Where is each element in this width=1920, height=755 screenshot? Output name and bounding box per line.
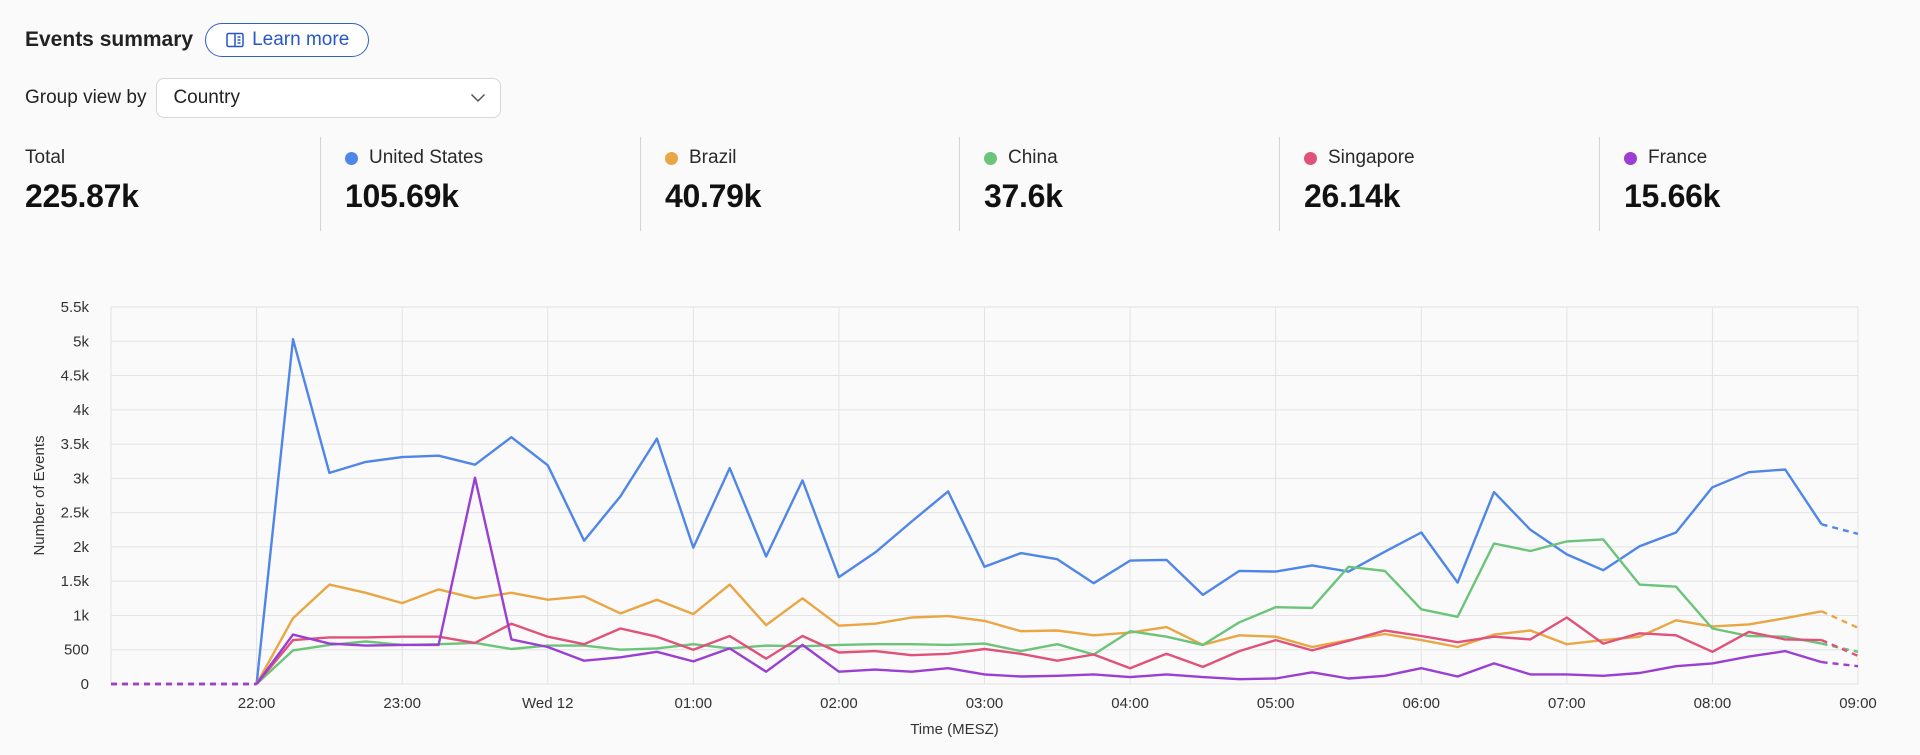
- series-line-brazil: [255, 583, 1822, 685]
- legend-dot: [1624, 151, 1637, 165]
- stat-total: Total 225.87k: [25, 136, 139, 232]
- x-tick-label: 07:00: [1548, 695, 1586, 712]
- series-line-singapore: [255, 616, 1822, 685]
- y-tick-label: 500: [64, 642, 89, 659]
- stat-label: China: [1008, 147, 1058, 168]
- group-view-select[interactable]: Country: [156, 78, 502, 118]
- y-tick-label: 4.5k: [61, 368, 90, 385]
- x-tick-label: 03:00: [966, 695, 1004, 712]
- stat-label: France: [1648, 147, 1708, 168]
- y-tick-label: 4k: [73, 402, 89, 419]
- x-tick-label: 05:00: [1257, 695, 1295, 712]
- x-tick-label: 04:00: [1111, 695, 1149, 712]
- x-tick-label: 06:00: [1402, 695, 1440, 712]
- x-tick-label: 08:00: [1694, 695, 1732, 712]
- group-view-label: Group view by: [25, 87, 147, 108]
- y-tick-label: 1.5k: [61, 573, 90, 590]
- y-axis-title: Number of Events: [31, 435, 48, 555]
- learn-more-button[interactable]: Learn more: [205, 23, 370, 57]
- x-tick-label: 23:00: [383, 695, 421, 712]
- y-tick-label: 2k: [73, 539, 89, 556]
- learn-more-label: Learn more: [252, 29, 350, 50]
- stat-label: Total: [25, 147, 66, 168]
- stat-value: 15.66k: [1624, 178, 1721, 214]
- legend-dot: [1304, 151, 1317, 165]
- stat-label: Singapore: [1328, 147, 1415, 168]
- series-line-france-trailing: [1821, 660, 1859, 668]
- y-tick-label: 3.5k: [61, 436, 90, 453]
- events-line-chart: 0 500 1k 1.5k 2k 2.5k 3k 3.5k 4k 4.5k 5k 5.5k 22:00 2…: [31, 299, 1877, 738]
- x-tick-label: 22:00: [238, 695, 276, 712]
- series-line-united-states: [255, 338, 1823, 685]
- series-line-france: [255, 476, 1822, 685]
- stat-china: China 37.6k: [959, 136, 1063, 232]
- stat-value: 40.79k: [665, 178, 762, 214]
- page-title: Events summary: [25, 28, 194, 51]
- legend-dot: [984, 151, 997, 165]
- x-tick-label: 09:00: [1839, 695, 1877, 712]
- x-axis-title: Time (MESZ): [910, 721, 999, 738]
- y-tick-label: 3k: [73, 470, 89, 487]
- x-tick-label: 01:00: [675, 695, 713, 712]
- book-icon: [226, 32, 244, 48]
- chevron-down-icon: [470, 87, 486, 109]
- legend-dot: [665, 151, 678, 165]
- stat-value: 26.14k: [1304, 178, 1401, 214]
- stat-singapore: Singapore 26.14k: [1279, 136, 1415, 232]
- stat-brazil: Brazil 40.79k: [640, 136, 762, 232]
- series-line-china: [255, 538, 1822, 685]
- series-line-china-trailing: [1821, 642, 1859, 653]
- stat-france: France 15.66k: [1599, 136, 1721, 232]
- stat-label: United States: [369, 147, 484, 168]
- stat-label: Brazil: [689, 147, 737, 168]
- stats-row: Total 225.87k United States 105.69k Braz…: [0, 136, 1920, 232]
- y-tick-label: 0: [81, 676, 89, 693]
- divider: [959, 137, 960, 231]
- x-tick-label: 02:00: [820, 695, 858, 712]
- series-line-united-states-trailing: [1821, 523, 1859, 536]
- divider: [640, 137, 641, 231]
- series-line-singapore-trailing: [1821, 638, 1859, 658]
- stat-value: 37.6k: [984, 178, 1063, 214]
- y-tick-label: 5k: [73, 333, 89, 350]
- header: Events summary Learn more: [25, 23, 370, 57]
- divider: [320, 137, 321, 231]
- y-tick-label: 5.5k: [61, 299, 90, 316]
- group-view-control: Group view by Country: [25, 78, 502, 118]
- stat-value: 105.69k: [345, 178, 459, 214]
- stat-value: 225.87k: [25, 178, 139, 214]
- stat-united-states: United States 105.69k: [320, 136, 484, 232]
- y-tick-label: 2.5k: [61, 505, 90, 522]
- x-tick-label: Wed 12: [522, 695, 573, 712]
- y-tick-label: 1k: [73, 607, 89, 624]
- divider: [1279, 137, 1280, 231]
- group-view-value: Country: [173, 87, 240, 108]
- divider: [1599, 137, 1600, 231]
- series-line-brazil-trailing: [1821, 610, 1859, 629]
- legend-dot: [345, 151, 358, 165]
